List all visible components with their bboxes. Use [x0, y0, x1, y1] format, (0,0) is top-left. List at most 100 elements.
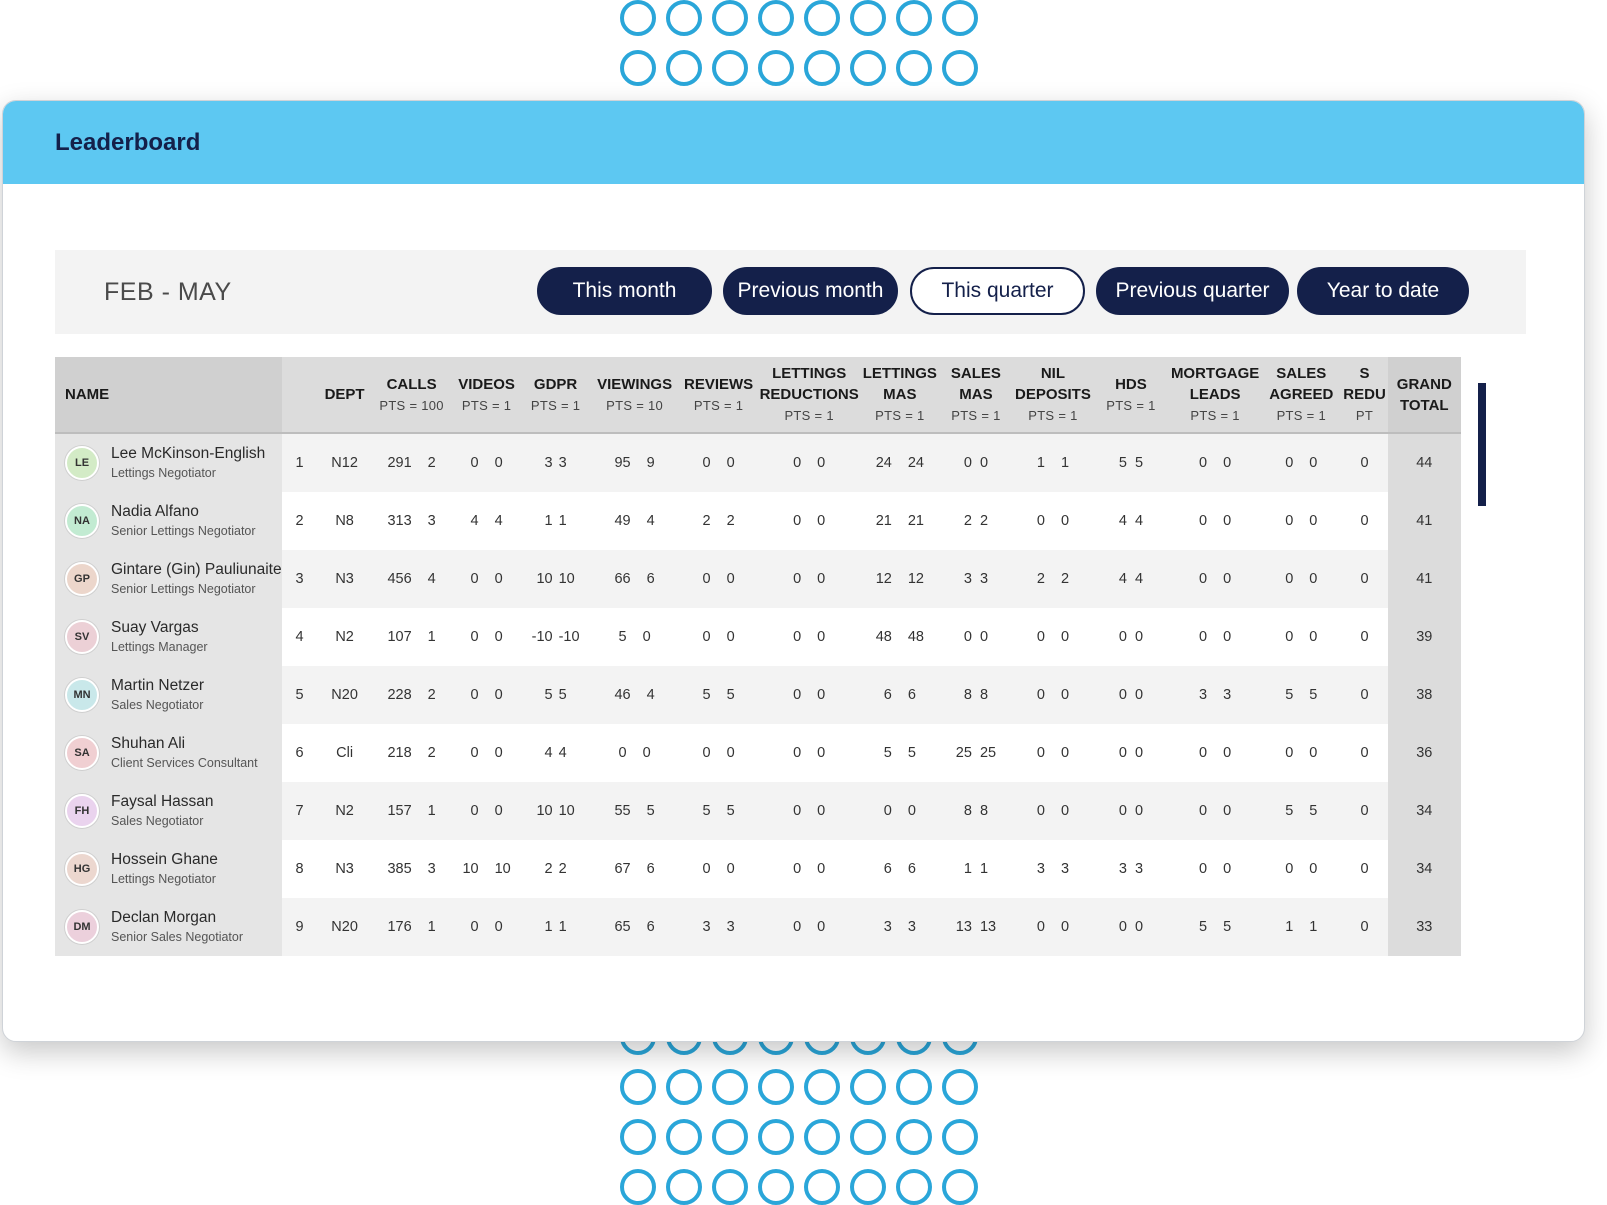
person: MN Martin Netzer Sales Negotiator	[65, 676, 282, 714]
person-text: Faysal Hassan Sales Negotiator	[111, 792, 214, 830]
value-pair: 48 48	[861, 629, 939, 645]
count-value: 10	[462, 861, 479, 877]
points-value: 1	[1309, 919, 1318, 935]
count-value: 385	[387, 861, 412, 877]
previous-month-button[interactable]: Previous month	[723, 267, 898, 315]
leaderboard-table-container[interactable]: NAME DEPT CALLS PTS = 100 VIDEOS PTS = 1 GDPR P…	[55, 357, 1520, 977]
points-value: 5	[1134, 455, 1144, 471]
cell-value: N2	[335, 629, 354, 645]
points-value: 4	[646, 513, 655, 529]
points-value: 6	[907, 687, 916, 703]
table-row[interactable]: GP Gintare (Gin) Pauliunaite Senior Lettin…	[55, 550, 1461, 608]
points-value: 9	[646, 455, 655, 471]
dept-cell: N2	[317, 608, 372, 666]
points-value: 0	[726, 455, 735, 471]
person-name[interactable]: Faysal Hassan	[111, 793, 214, 810]
dept-cell: Cli	[317, 724, 372, 782]
count-value: 0	[793, 803, 802, 819]
points-value: 6	[646, 861, 655, 877]
person-name[interactable]: Nadia Alfano	[111, 503, 199, 520]
column-header-calls: CALLS PTS = 100	[371, 357, 452, 434]
viewings-cell: 66 6	[589, 550, 680, 608]
column-title: S	[1359, 365, 1370, 382]
value-pair: 10 10	[522, 803, 590, 819]
person-name[interactable]: Suay Vargas	[111, 619, 199, 636]
table-row[interactable]: FH Faysal Hassan Sales Negotiator 7 N2 157 1 0 0…	[55, 782, 1461, 840]
count-value: 8	[963, 687, 972, 703]
card-header: Leaderboard	[3, 101, 1584, 184]
count-value: 0	[1285, 629, 1294, 645]
count-value: 4	[544, 745, 553, 761]
column-header-grand-total: GRAND TOTAL	[1387, 357, 1461, 434]
table-row[interactable]: LE Lee McKinson-English Lettings Negotiato…	[55, 433, 1461, 492]
cell-value: N3	[335, 861, 354, 877]
year-to-date-button[interactable]: Year to date	[1297, 267, 1469, 315]
this-month-button[interactable]: This month	[537, 267, 712, 315]
decor-ring	[666, 50, 702, 86]
column-points: PT	[1355, 408, 1374, 423]
points-value: 0	[726, 861, 735, 877]
dept-cell: N20	[317, 666, 372, 724]
table-row[interactable]: SA Shuhan Ali Client Services Consultant 6 C…	[55, 724, 1461, 782]
count-value: 1	[1036, 455, 1045, 471]
person-name[interactable]: Gintare (Gin) Pauliunaite	[111, 561, 282, 578]
decor-ring	[666, 0, 702, 36]
table-row[interactable]: HG Hossein Ghane Lettings Negotiator 8 N3 385…	[55, 840, 1461, 898]
points-value: -10	[558, 629, 580, 645]
person-name[interactable]: Hossein Ghane	[111, 851, 218, 868]
person-role: Client Services Consultant	[111, 756, 258, 770]
count-value: 176	[387, 919, 412, 935]
cell-value: N2	[335, 803, 354, 819]
count-value: 0	[1036, 745, 1045, 761]
value-pair: 456 4	[372, 571, 452, 587]
table-row[interactable]: SV Suay Vargas Lettings Manager 4 N2 107 1 0 0 -1…	[55, 608, 1461, 666]
person-name[interactable]: Declan Morgan	[111, 909, 217, 926]
points-value: 2	[558, 861, 567, 877]
decor-ring	[804, 0, 840, 36]
person-name[interactable]: Shuhan Ali	[111, 735, 186, 752]
person-name[interactable]: Lee McKinson-English	[111, 445, 266, 462]
points-value: 0	[817, 629, 826, 645]
count-value: 10	[536, 803, 553, 819]
points-value: 2	[1060, 571, 1070, 587]
table-row[interactable]: DM Declan Morgan Senior Sales Negotiator 9 N…	[55, 898, 1461, 956]
avatar: NA	[65, 504, 99, 538]
count-value: 107	[387, 629, 412, 645]
this-quarter-button[interactable]: This quarter	[910, 267, 1085, 315]
points-value: 4	[1134, 513, 1144, 529]
points-value: 3	[907, 919, 916, 935]
calls-cell: 456 4	[371, 550, 452, 608]
table-row[interactable]: NA Nadia Alfano Senior Lettings Negotiator…	[55, 492, 1461, 550]
points-value: 2	[979, 513, 989, 529]
points-value: 3	[1134, 861, 1144, 877]
cell-value: 36	[1416, 745, 1433, 761]
points-value: 0	[817, 861, 826, 877]
person-name[interactable]: Martin Netzer	[111, 677, 205, 694]
lettings-mas-cell: 48 48	[860, 608, 939, 666]
count-value: 0	[470, 629, 479, 645]
scroll-indicator[interactable]	[1478, 383, 1486, 506]
table-row[interactable]: MN Martin Netzer Sales Negotiator 5 N20 228 2 0…	[55, 666, 1461, 724]
viewings-cell: 46 4	[589, 666, 680, 724]
points-value: 1	[427, 919, 436, 935]
value-pair: 10 10	[522, 571, 590, 587]
points-value: 0	[1309, 861, 1318, 877]
previous-quarter-button[interactable]: Previous quarter	[1096, 267, 1289, 315]
